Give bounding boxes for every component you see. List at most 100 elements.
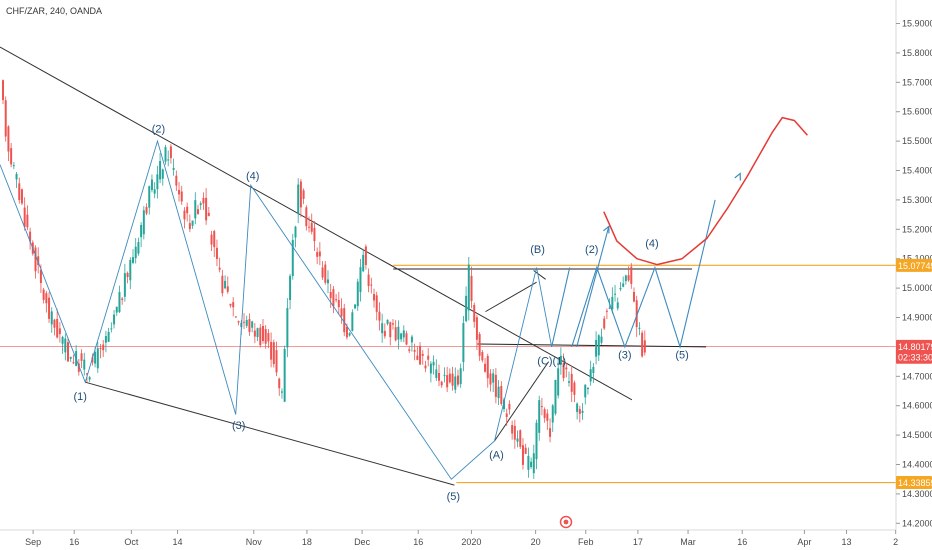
projection-path [576,226,610,348]
x-tick-label: 16 [69,537,79,547]
wave-zigzag [0,139,553,480]
x-tick-label: 16 [737,537,747,547]
candle-body [616,302,619,309]
candle-body [215,247,218,259]
candle-body [586,387,589,390]
candle-body [199,203,202,206]
candle-body [489,373,492,385]
candle-body [492,373,495,383]
candle-body [391,323,394,325]
candle-body [321,267,324,278]
x-tick-label: 18 [302,537,312,547]
wave-label: (2) [152,123,165,135]
candle-body [337,299,340,308]
y-tick-label: 14.30000 [902,489,932,499]
candle-body [508,403,511,410]
candle-body [581,410,584,413]
candle-body [576,403,579,412]
candle-body [332,289,335,307]
candle-body [611,296,614,310]
candle-body [131,257,134,263]
candle-body [37,256,40,266]
y-tick-label: 14.50000 [902,430,932,440]
candle-body [630,266,633,284]
candle-body [359,267,362,293]
x-tick-label: 17 [633,537,643,547]
candle-body [167,159,170,161]
trendline [494,361,550,442]
candle-body [643,340,646,353]
candle-body [123,273,126,297]
y-tick-label: 15.30000 [902,195,932,205]
candle-body [535,422,538,460]
candle-body [107,331,110,342]
candle-body [102,344,105,351]
candle-body [351,312,354,331]
wave-label: (4) [246,170,259,182]
candle-body [232,302,235,308]
arrow-head-icon [734,172,741,181]
candle-body [313,227,316,242]
x-tick-label: 16 [413,537,423,547]
wave-label: (5) [447,491,460,503]
candle-body [589,369,592,382]
price-tag-label: 15.07749 [898,261,932,271]
candle-body [511,425,514,434]
candle-body [421,353,424,356]
candle-body [234,316,237,318]
y-tick-label: 15.40000 [902,166,932,176]
wave-label: (3) [618,350,631,362]
candle-body [80,353,83,361]
candle-body [373,294,376,301]
candle-body [140,224,143,238]
y-tick-label: 14.20000 [902,518,932,528]
x-tick-label: Nov [246,537,263,547]
x-tick-label: Oct [124,537,139,547]
candle-body [443,374,446,376]
candle-body [354,304,357,309]
y-tick-label: 15.00000 [902,283,932,293]
projection-path [571,199,716,349]
arrow-head-icon [603,225,610,234]
x-tick-label: 2 [893,537,898,547]
candle-body [364,246,367,265]
candle-body [261,325,264,341]
candle-body [289,275,292,301]
candle-body [58,328,61,335]
candle-body [53,319,56,328]
price-tag-label: 14.80179 [898,342,932,352]
candle-body [256,328,259,338]
price-tag-label: 02:33:30 [898,353,932,363]
candle-body [329,291,332,299]
candle-body [402,330,405,338]
candle-body [578,408,581,414]
price-tag-label: 14.33859 [898,478,932,488]
candle-body [299,181,302,208]
candle-body [253,330,256,337]
candle-body [557,368,560,396]
candle-body [186,206,189,214]
candle-body [635,300,638,328]
candle-body [570,373,573,392]
candle-body [516,438,519,442]
candle-body [456,375,459,385]
candle-body [624,275,627,282]
candle-body [64,338,67,353]
candle-body [592,366,595,374]
candle-body [446,375,449,388]
candle-body [370,284,373,286]
candle-body [600,336,603,343]
candle-body [597,335,600,356]
y-tick-label: 15.10000 [902,254,932,264]
candle-body [224,280,227,289]
candle-body [34,247,37,272]
candle-body [180,191,183,202]
replay-icon[interactable] [559,515,573,529]
candle-body [191,220,194,226]
candle-body [484,363,487,372]
candle-body [318,251,321,257]
candle-body [356,281,359,307]
candle-body [207,212,210,216]
candle-body [221,275,224,294]
